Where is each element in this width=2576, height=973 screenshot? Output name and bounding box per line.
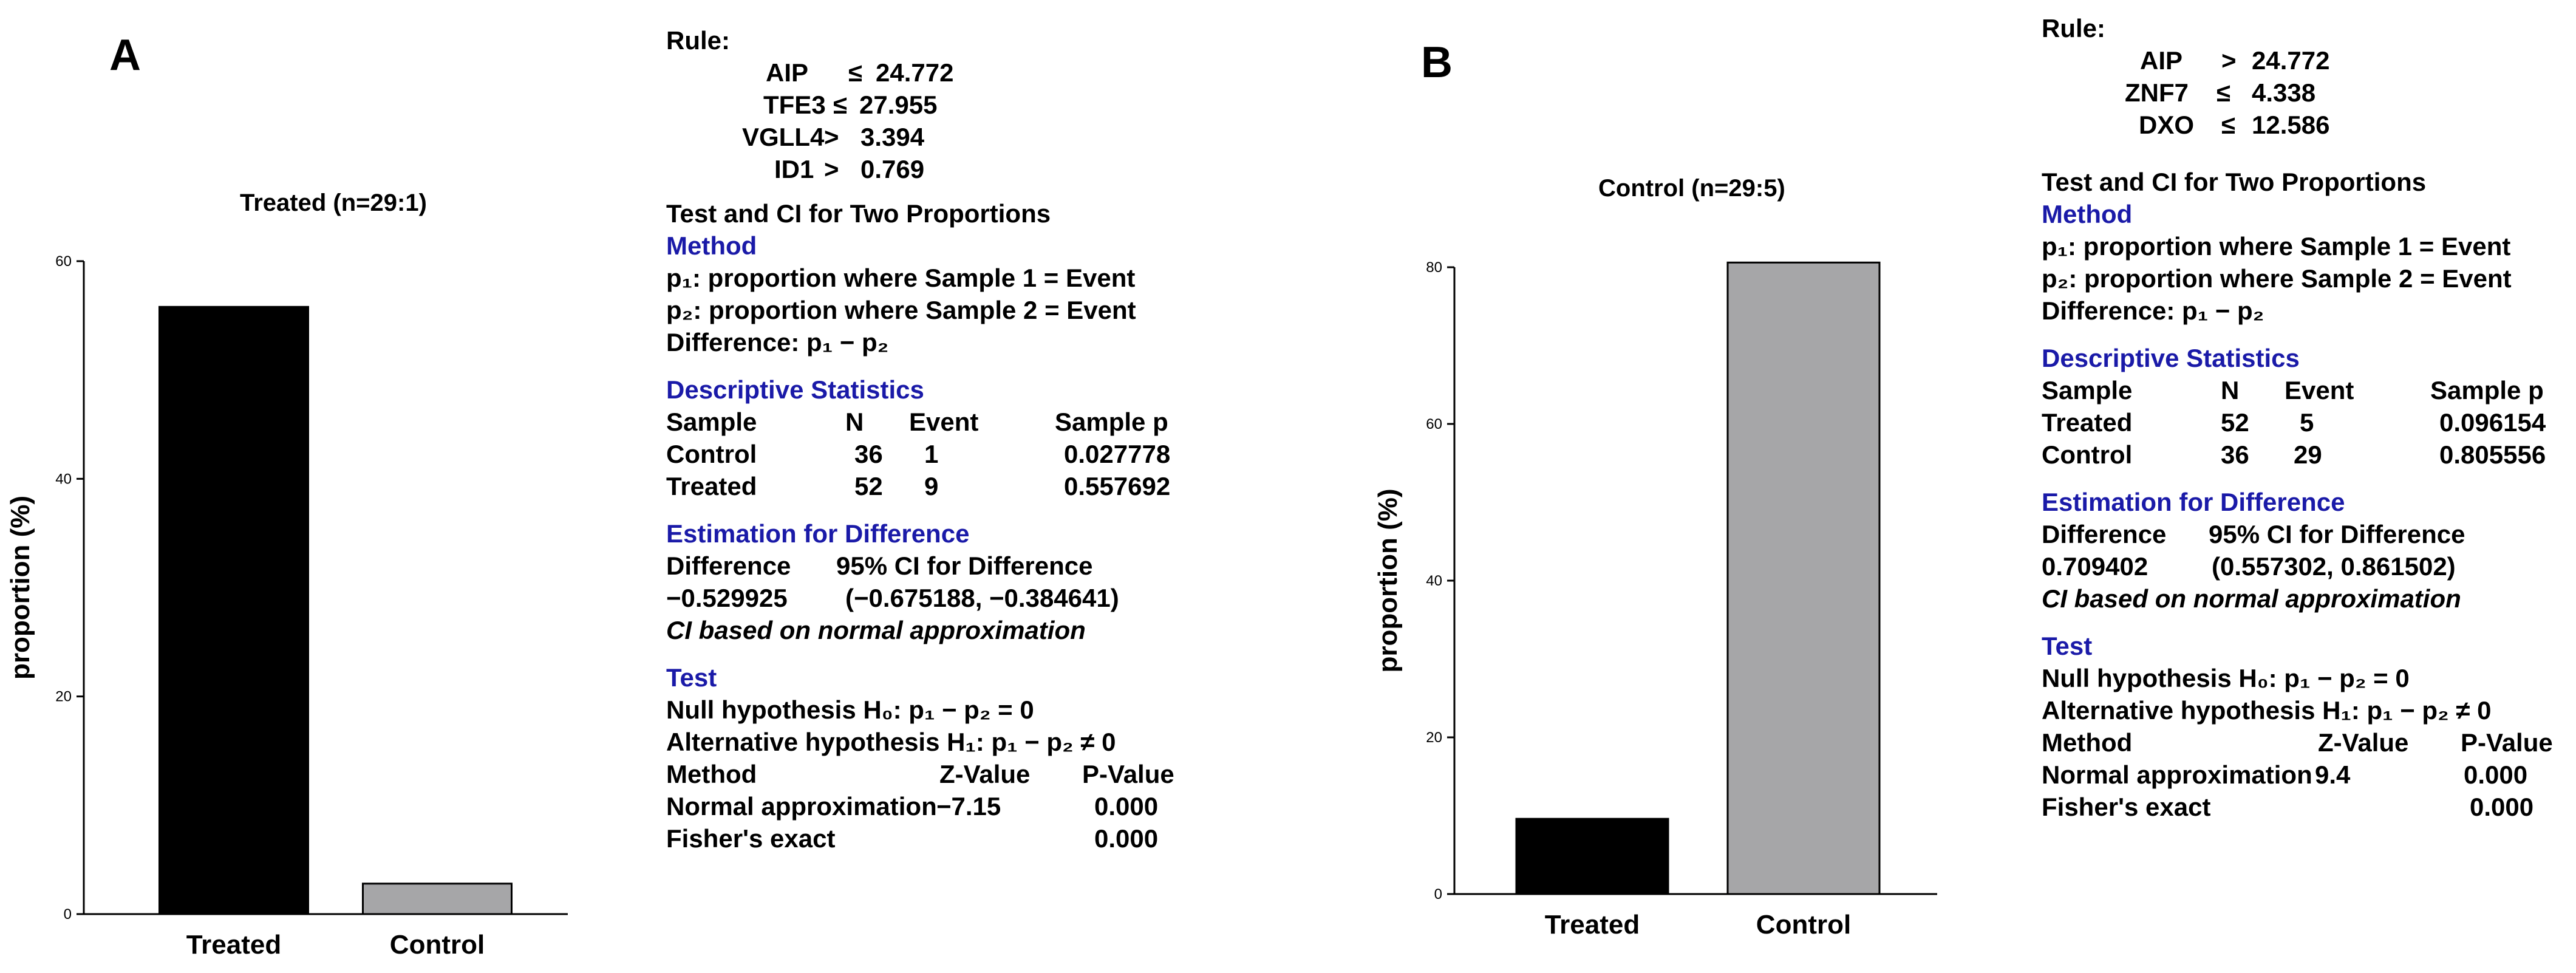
null-hypothesis: Null hypothesis H₀: p₁ − p₂ = 0 xyxy=(666,695,1034,724)
y-tick-label: 80 xyxy=(1426,259,1442,276)
rule-title: Rule: xyxy=(666,26,730,55)
panel-b-letter: B xyxy=(1421,38,1453,87)
bar-treated xyxy=(158,306,309,915)
est-note: CI based on normal approximation xyxy=(2042,584,2461,613)
x-tick-label: Control xyxy=(1756,910,1851,940)
desc-row: Control 36 1 0.027778 xyxy=(666,440,1171,468)
method-line: p₁: proportion where Sample 1 = Event xyxy=(666,264,1136,292)
y-tick-label: 40 xyxy=(55,471,72,487)
method-title: Method xyxy=(2042,200,2133,228)
x-tick-label: Treated xyxy=(186,930,282,960)
rule-row: AIP > 24.772 xyxy=(2140,46,2330,75)
desc-header-row: Sample N Event Sample p xyxy=(666,408,1168,436)
rule-row: TFE3 ≤ 27.955 xyxy=(763,90,938,119)
desc-row: Treated 52 5 0.096154 xyxy=(2042,408,2546,437)
panel-a-stats: Rule: AIP ≤ 24.772 TFE3 ≤ 27.955 VGLL4 >… xyxy=(666,24,1213,855)
method-line: p₁: proportion where Sample 1 = Event xyxy=(2042,232,2511,261)
y-tick-label: 60 xyxy=(1426,416,1442,432)
est-title: Estimation for Difference xyxy=(2042,488,2345,516)
panel-a-letter: A xyxy=(109,31,141,80)
rule-row: VGLL4 > 3.394 xyxy=(742,123,925,151)
rule-title: Rule: xyxy=(2042,14,2105,43)
test-row: Fisher's exact 0.000 xyxy=(2042,793,2534,821)
x-tick-label: Treated xyxy=(1545,910,1640,940)
method-line: Difference: p₁ − p₂ xyxy=(2042,296,2264,325)
desc-row: Control 36 29 0.805556 xyxy=(2042,440,2546,469)
y-tick-label: 60 xyxy=(55,253,72,270)
panel-b-stats: Rule: AIP > 24.772 ZNF7 ≤ 4.338 DXO ≤ 12… xyxy=(2042,12,2576,823)
desc-title: Descriptive Statistics xyxy=(666,375,924,404)
rule-row: DXO ≤ 12.586 xyxy=(2139,111,2330,139)
y-tick-label: 20 xyxy=(1426,729,1442,746)
y-axis-label: proportion (%) xyxy=(5,496,35,680)
est-title: Estimation for Difference xyxy=(666,519,970,548)
desc-title: Descriptive Statistics xyxy=(2042,344,2300,372)
chart-a-title: Treated (n=29:1) xyxy=(240,189,427,216)
y-tick-label: 20 xyxy=(55,689,72,705)
test-row: Fisher's exact 0.000 xyxy=(666,824,1159,853)
y-tick-label: 40 xyxy=(1426,573,1442,589)
test-title: Test and CI for Two Proportions xyxy=(666,199,1051,228)
est-value-row: 0.709402 (0.557302, 0.861502) xyxy=(2042,552,2456,581)
est-note: CI based on normal approximation xyxy=(666,616,1086,644)
test-header-row: Method Z-Value P-Value xyxy=(2042,728,2553,757)
method-line: Difference: p₁ − p₂ xyxy=(666,328,889,357)
bar-control xyxy=(362,883,513,915)
est-header-row: Difference 95% CI for Difference xyxy=(2042,520,2465,548)
test-section-title: Test xyxy=(666,663,717,692)
test-row: Normal approximation 9.4 0.000 xyxy=(2042,760,2528,789)
desc-row: Treated 52 9 0.557692 xyxy=(666,472,1171,500)
rule-row: ID1 > 0.769 xyxy=(774,155,925,183)
bar-control xyxy=(1726,261,1881,895)
y-axis-label: proportion (%) xyxy=(1373,488,1403,672)
method-line: p₂: proportion where Sample 2 = Event xyxy=(666,296,1136,324)
method-title: Method xyxy=(666,231,757,260)
chart-b-title: Control (n=29:5) xyxy=(1598,175,1785,202)
est-header-row: Difference 95% CI for Difference xyxy=(666,551,1093,580)
test-title: Test and CI for Two Proportions xyxy=(2042,168,2427,196)
alt-hypothesis: Alternative hypothesis H₁: p₁ − p₂ ≠ 0 xyxy=(2042,696,2492,725)
test-row: Normal approximation −7.15 0.000 xyxy=(666,792,1159,821)
method-line: p₂: proportion where Sample 2 = Event xyxy=(2042,264,2512,293)
desc-header-row: Sample N Event Sample p xyxy=(2042,376,2544,405)
null-hypothesis: Null hypothesis H₀: p₁ − p₂ = 0 xyxy=(2042,664,2410,692)
rule-row: AIP ≤ 24.772 xyxy=(766,58,954,87)
test-header-row: Method Z-Value P-Value xyxy=(666,760,1174,788)
bar-treated xyxy=(1515,818,1669,895)
alt-hypothesis: Alternative hypothesis H₁: p₁ − p₂ ≠ 0 xyxy=(666,728,1116,756)
y-tick-label: 0 xyxy=(64,906,72,923)
est-value-row: −0.529925 (−0.675188, −0.384641) xyxy=(666,584,1119,612)
y-tick-label: 0 xyxy=(1434,886,1442,903)
rule-row: ZNF7 ≤ 4.338 xyxy=(2125,78,2316,107)
test-section-title: Test xyxy=(2042,632,2093,660)
x-tick-label: Control xyxy=(390,930,485,960)
